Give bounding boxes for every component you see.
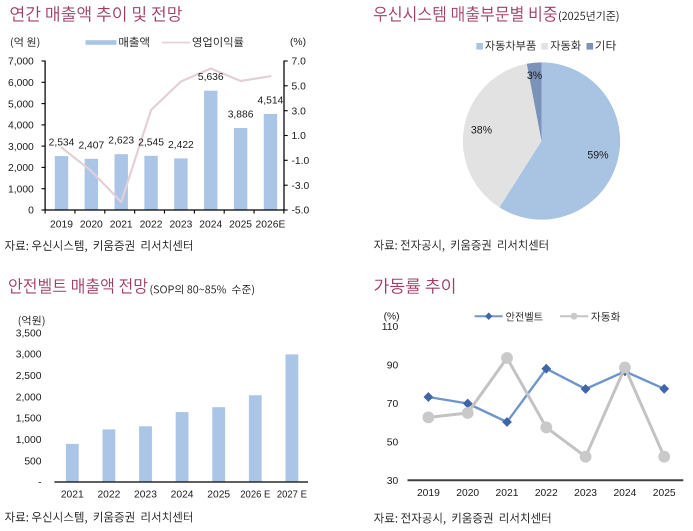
svg-text:2,623: 2,623 (108, 136, 134, 147)
svg-text:2026 E: 2026 E (240, 490, 270, 501)
svg-text:2021: 2021 (110, 219, 133, 230)
svg-text:-: - (38, 478, 41, 489)
svg-text:2,500: 2,500 (16, 371, 42, 382)
svg-text:2,000: 2,000 (8, 163, 34, 174)
svg-text:(%): (%) (384, 311, 400, 322)
svg-text:2021: 2021 (496, 488, 519, 499)
svg-text:2025: 2025 (207, 490, 230, 501)
svg-text:6,000: 6,000 (8, 78, 34, 89)
svg-text:2022: 2022 (140, 219, 163, 230)
svg-text:1.0: 1.0 (292, 131, 307, 142)
svg-text:2,000: 2,000 (16, 392, 42, 403)
svg-text:3,500: 3,500 (16, 328, 42, 339)
svg-text:500: 500 (24, 456, 41, 467)
svg-text:2024: 2024 (199, 219, 222, 230)
svg-text:3,000: 3,000 (8, 142, 34, 153)
svg-text:2025: 2025 (653, 488, 676, 499)
svg-text:70: 70 (387, 399, 399, 410)
svg-text:1,000: 1,000 (16, 435, 42, 446)
svg-text:7.0: 7.0 (292, 57, 307, 68)
svg-text:110: 110 (382, 322, 399, 333)
svg-text:4,000: 4,000 (8, 121, 34, 132)
svg-text:38%: 38% (471, 124, 493, 136)
svg-text:2023: 2023 (574, 488, 597, 499)
svg-text:2022: 2022 (535, 488, 558, 499)
svg-text:3,886: 3,886 (228, 110, 254, 121)
svg-text:2,407: 2,407 (78, 140, 104, 151)
svg-text:2027 E: 2027 E (277, 490, 307, 501)
svg-text:5.0: 5.0 (292, 82, 307, 93)
svg-text:2019: 2019 (50, 219, 73, 230)
svg-text:0: 0 (28, 206, 34, 217)
svg-text:5,000: 5,000 (8, 99, 34, 110)
svg-text:2,545: 2,545 (138, 137, 164, 148)
svg-text:30: 30 (387, 476, 399, 487)
svg-text:2,422: 2,422 (168, 140, 194, 151)
svg-text:2020: 2020 (80, 219, 103, 230)
svg-text:2022: 2022 (97, 490, 120, 501)
svg-text:2024: 2024 (171, 490, 194, 501)
svg-text:2021: 2021 (61, 490, 84, 501)
svg-text:90: 90 (387, 361, 399, 372)
svg-text:59%: 59% (587, 149, 609, 161)
svg-text:3,000: 3,000 (16, 350, 42, 361)
svg-text:2019: 2019 (417, 488, 440, 499)
svg-text:2026E: 2026E (256, 219, 286, 230)
svg-text:50: 50 (387, 438, 399, 449)
svg-text:2,534: 2,534 (49, 138, 75, 149)
svg-text:2024: 2024 (613, 488, 636, 499)
svg-text:3.0: 3.0 (292, 106, 307, 117)
svg-text:3%: 3% (527, 70, 543, 82)
svg-text:2023: 2023 (169, 219, 192, 230)
svg-text:4,514: 4,514 (258, 95, 284, 106)
svg-text:2025: 2025 (229, 219, 252, 230)
svg-text:5,636: 5,636 (198, 72, 224, 83)
svg-text:-1.0: -1.0 (292, 156, 310, 167)
svg-text:2020: 2020 (456, 488, 479, 499)
svg-text:-5.0: -5.0 (292, 206, 310, 217)
svg-text:-3.0: -3.0 (292, 181, 310, 192)
svg-text:1,500: 1,500 (16, 414, 42, 425)
svg-text:1,000: 1,000 (8, 184, 34, 195)
svg-text:(%): (%) (290, 37, 306, 48)
svg-text:2023: 2023 (134, 490, 157, 501)
svg-text:7,000: 7,000 (8, 57, 34, 68)
